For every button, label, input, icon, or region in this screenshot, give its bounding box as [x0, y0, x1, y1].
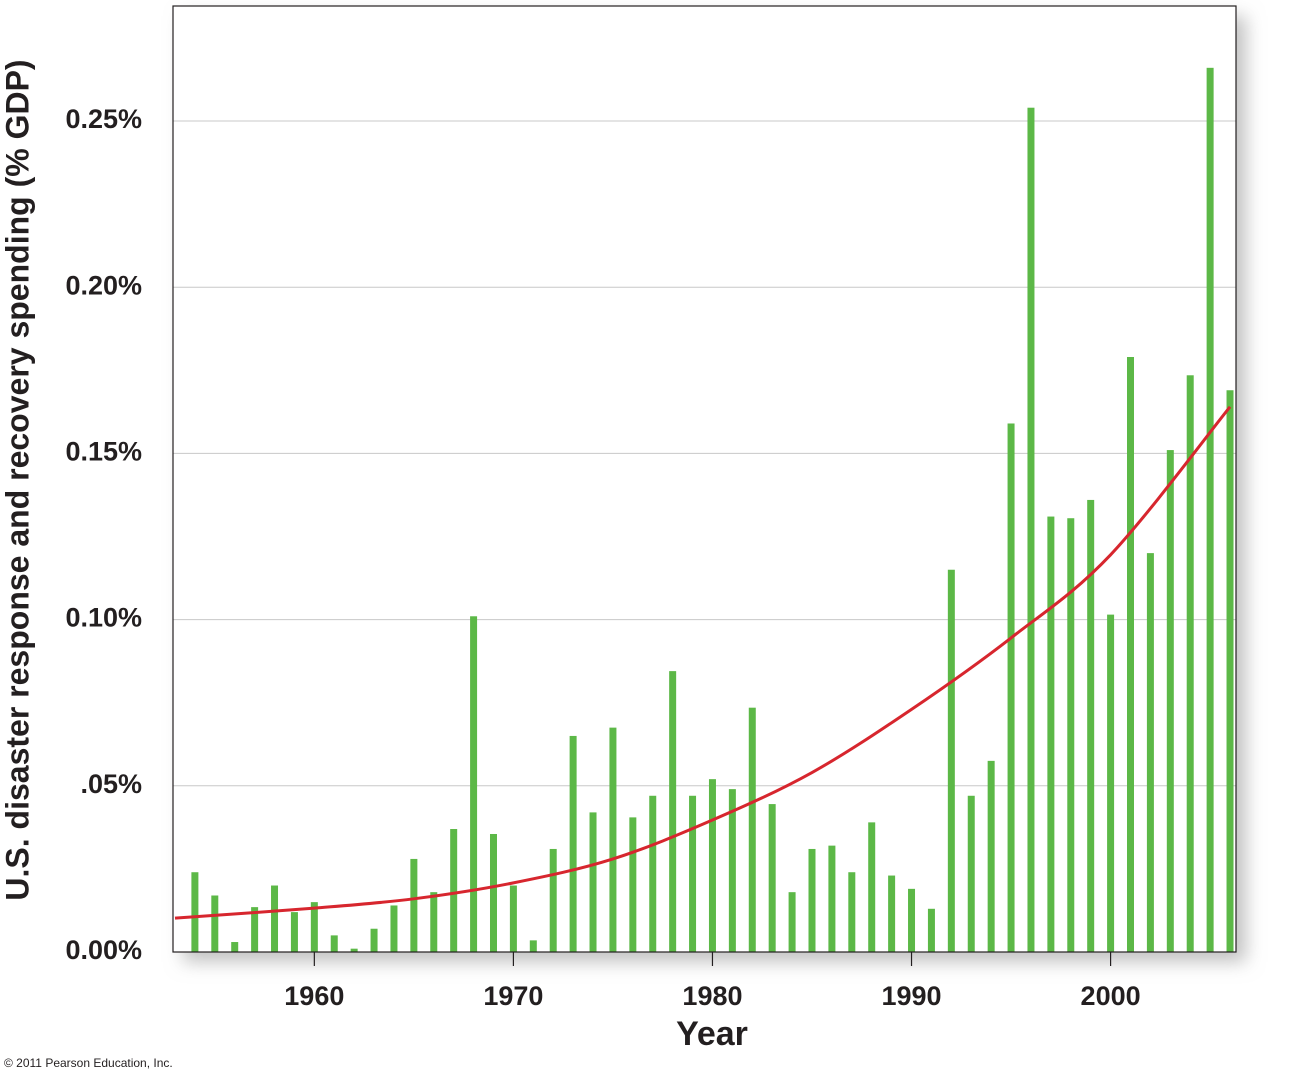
bar: [947, 569, 955, 952]
y-tick-label: 0.20%: [65, 270, 142, 300]
bar: [1027, 107, 1035, 953]
plot-frame: [172, 5, 1237, 953]
bar: [689, 795, 697, 952]
bar: [1146, 553, 1154, 952]
bar: [470, 616, 478, 952]
x-tick-label: 2000: [1081, 981, 1141, 1011]
bar: [410, 858, 418, 952]
bar: [569, 735, 577, 952]
bar: [888, 875, 896, 952]
bar: [390, 905, 398, 952]
x-tick-label: 1980: [682, 981, 742, 1011]
plot-background: [173, 6, 1236, 952]
x-tick-label: 1990: [881, 981, 941, 1011]
bar: [1226, 390, 1234, 952]
trend-line: [174, 405, 1232, 920]
bar: [768, 804, 776, 952]
bar: [848, 872, 856, 952]
bar: [450, 829, 458, 952]
bar: [251, 907, 259, 952]
bar: [430, 892, 438, 952]
bar: [927, 908, 935, 952]
bar: [868, 822, 876, 952]
bar: [1166, 450, 1174, 952]
y-tick-label: 0.10%: [65, 603, 142, 633]
bar: [1087, 499, 1095, 952]
bar: [629, 817, 637, 952]
bar: [290, 912, 298, 952]
y-tick-label: 0.00%: [65, 935, 142, 965]
bar: [828, 845, 836, 952]
y-tick-label: .05%: [80, 769, 142, 799]
footnote: © 2011 Pearson Education, Inc.: [4, 1056, 173, 1070]
bar: [1126, 357, 1134, 952]
bar: [489, 833, 497, 952]
bar: [1007, 423, 1015, 952]
y-tick-label: 0.25%: [65, 104, 142, 134]
bar: [509, 885, 517, 952]
bar: [1186, 375, 1194, 952]
bar: [211, 895, 219, 952]
bar: [649, 795, 657, 952]
bar: [191, 872, 199, 952]
bar: [1107, 614, 1115, 952]
bar: [1047, 516, 1055, 952]
bar: [330, 935, 338, 952]
bar: [669, 671, 677, 952]
x-tick-label: 1970: [483, 981, 543, 1011]
bar: [1067, 518, 1075, 952]
y-axis-label: U.S. disaster response and recovery spen…: [0, 59, 35, 900]
bar: [788, 892, 796, 952]
bar: [231, 942, 239, 952]
bar: [529, 940, 537, 952]
y-tick-label: 0.15%: [65, 437, 142, 467]
bar: [808, 848, 816, 952]
bar: [589, 812, 597, 952]
bar: [708, 779, 716, 952]
bar: [1206, 67, 1214, 953]
bar: [609, 727, 617, 952]
bar: [370, 928, 378, 952]
bar: [908, 888, 916, 952]
bar: [271, 885, 279, 952]
bar: [728, 789, 736, 952]
bar: [310, 902, 318, 952]
x-axis-label: Year: [676, 1015, 748, 1053]
bar: [987, 760, 995, 952]
bar: [350, 948, 358, 952]
bar: [967, 795, 975, 952]
x-tick-label: 1960: [284, 981, 344, 1011]
bar: [549, 848, 557, 952]
bar: [748, 707, 756, 952]
